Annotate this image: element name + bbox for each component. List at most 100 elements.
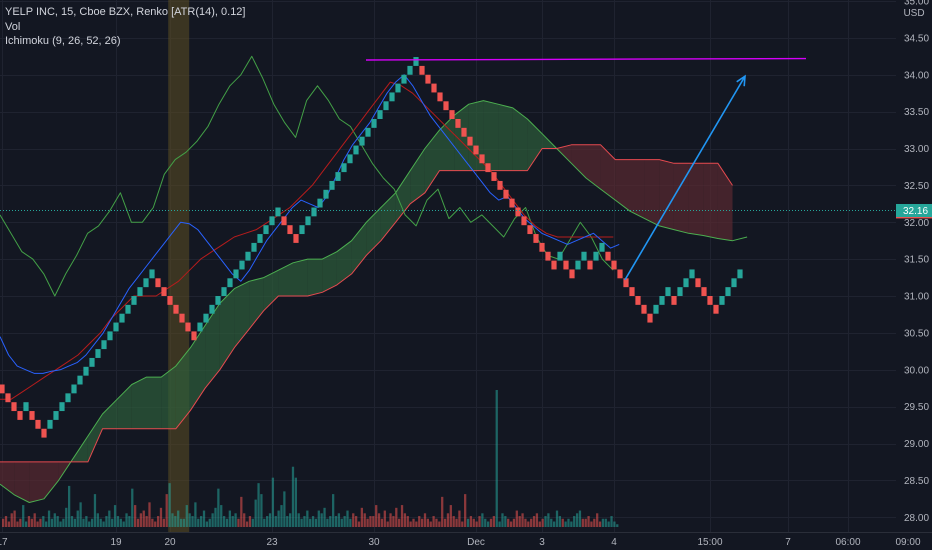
up-brick bbox=[143, 278, 149, 288]
down-brick bbox=[161, 287, 167, 296]
volume-bar bbox=[111, 518, 114, 527]
price-tick-label: 35.00 bbox=[904, 0, 929, 8]
volume-bar bbox=[268, 513, 272, 527]
time-tick-label: 3 bbox=[539, 537, 545, 548]
time-tick-label: 30 bbox=[368, 537, 380, 548]
volume-bar bbox=[70, 516, 74, 527]
down-brick bbox=[293, 234, 299, 243]
down-brick bbox=[695, 278, 701, 288]
volume-bar bbox=[65, 507, 68, 527]
down-brick bbox=[35, 419, 41, 429]
up-brick bbox=[263, 225, 269, 235]
cloud-segment bbox=[263, 270, 279, 311]
time-axis[interactable] bbox=[0, 533, 932, 550]
volume-bar bbox=[584, 518, 587, 527]
up-brick bbox=[227, 278, 233, 288]
volume-bar bbox=[478, 516, 481, 527]
down-brick bbox=[11, 402, 17, 412]
volume-bar bbox=[309, 518, 312, 527]
up-brick bbox=[317, 198, 323, 208]
volume-bar bbox=[194, 502, 197, 527]
up-brick bbox=[89, 357, 95, 367]
leading-span-a-line bbox=[0, 100, 748, 503]
down-brick bbox=[449, 110, 455, 119]
volume-bar bbox=[254, 499, 257, 527]
cloud-segment bbox=[87, 414, 103, 462]
chart-legend: YELP INC, 15, Cboe BZX, Renko [ATR(14), … bbox=[5, 5, 245, 49]
volume-legend[interactable]: Vol bbox=[5, 20, 21, 33]
volume-bar bbox=[245, 521, 249, 527]
cloud-segment bbox=[102, 399, 118, 429]
volume-bar bbox=[266, 516, 269, 527]
volume-bar bbox=[346, 510, 349, 527]
volume-bar bbox=[168, 483, 171, 527]
volume-bar bbox=[337, 513, 341, 527]
volume-bar bbox=[555, 510, 559, 527]
volume-bar bbox=[271, 477, 275, 527]
time-tick-label: 15:00 bbox=[697, 537, 722, 548]
up-brick bbox=[371, 119, 377, 128]
time-axis-labels: 17 19 20 23 30 Dec 3 4 15:00 7 06:00 09:00 bbox=[0, 537, 921, 548]
down-brick bbox=[521, 216, 527, 226]
volume-bar bbox=[593, 518, 596, 527]
volume-bar bbox=[535, 513, 539, 527]
up-brick bbox=[311, 207, 317, 217]
drawings[interactable] bbox=[365, 57, 807, 281]
price-tick-label: 33.50 bbox=[904, 107, 929, 118]
price-axis-labels: 35.00 34.50 34.00 33.50 33.00 32.50 32.00 31.50… bbox=[904, 0, 929, 524]
up-brick bbox=[215, 296, 221, 305]
up-brick bbox=[677, 287, 683, 296]
down-brick bbox=[533, 234, 539, 243]
volume-bar bbox=[286, 516, 289, 527]
up-brick bbox=[407, 65, 413, 75]
volume-bar bbox=[581, 518, 584, 527]
down-brick bbox=[167, 296, 173, 305]
down-brick bbox=[17, 411, 23, 420]
volume-bar bbox=[326, 518, 329, 527]
up-brick bbox=[725, 287, 731, 296]
volume-bar bbox=[320, 513, 323, 527]
cloud-segment bbox=[44, 461, 59, 499]
volume-bar bbox=[228, 510, 231, 527]
up-brick bbox=[131, 296, 137, 305]
cloud-segment bbox=[410, 148, 425, 204]
volume-bar bbox=[79, 502, 82, 527]
volume-bar bbox=[363, 513, 366, 527]
volume-bar bbox=[495, 390, 498, 527]
price-axis[interactable] bbox=[896, 0, 932, 532]
volume-bar bbox=[139, 513, 143, 527]
ichimoku-legend[interactable]: Ichimoku (9, 26, 52, 26) bbox=[5, 35, 121, 47]
volume-bar bbox=[82, 518, 85, 527]
down-brick bbox=[527, 225, 533, 235]
volume-bar bbox=[39, 518, 42, 527]
price-tick-label: 32.50 bbox=[904, 181, 929, 192]
volume-bar bbox=[515, 510, 518, 527]
cloud-segment bbox=[512, 107, 528, 171]
symbol-legend[interactable]: YELP INC, 15, Cboe BZX, Renko [ATR(14), … bbox=[5, 6, 246, 18]
volume-bar bbox=[68, 485, 71, 527]
volume-bar bbox=[179, 518, 183, 527]
up-brick bbox=[203, 313, 209, 323]
up-brick bbox=[305, 216, 311, 226]
cloud-segment bbox=[161, 366, 176, 429]
up-brick bbox=[59, 402, 65, 412]
up-brick bbox=[395, 83, 401, 93]
volume-bar bbox=[99, 518, 102, 527]
volume-bar bbox=[260, 494, 263, 527]
down-brick bbox=[563, 260, 569, 270]
down-brick bbox=[491, 172, 497, 181]
cloud-segment bbox=[322, 251, 337, 293]
volume-bar bbox=[142, 510, 145, 527]
up-brick bbox=[737, 269, 743, 279]
volume-bar bbox=[596, 513, 599, 527]
volume-bar bbox=[128, 516, 131, 527]
volume-bar bbox=[303, 516, 306, 527]
volume-bar bbox=[573, 516, 576, 527]
volume-bar bbox=[56, 516, 59, 527]
volume-bar bbox=[509, 521, 513, 527]
up-brick bbox=[689, 269, 695, 279]
volume-bar bbox=[16, 521, 19, 527]
cloud-segment bbox=[644, 159, 660, 226]
